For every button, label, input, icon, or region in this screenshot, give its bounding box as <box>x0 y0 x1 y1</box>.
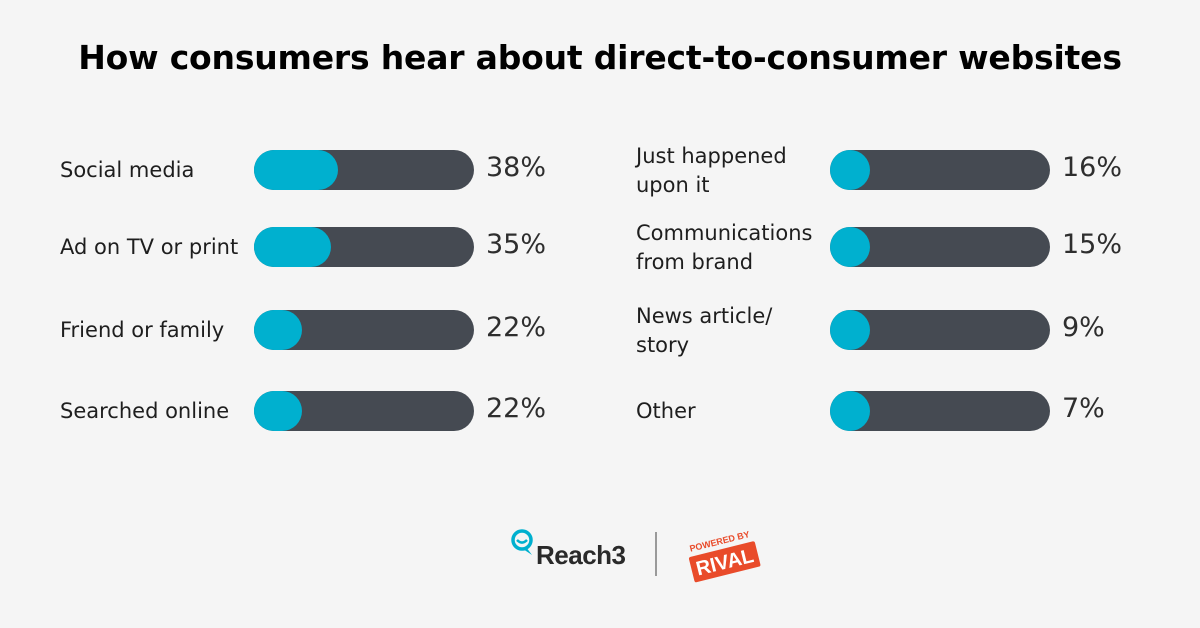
bar-fill <box>254 391 303 431</box>
bar-label: Other <box>636 399 696 423</box>
bar-label: Communications from brand <box>636 219 812 277</box>
bar-track <box>254 150 474 190</box>
bar-label: News article/story <box>636 302 772 360</box>
bar-fill <box>254 227 331 267</box>
bar-fill <box>254 150 338 190</box>
bar-fill <box>830 310 870 350</box>
bar-fill <box>830 391 870 431</box>
bar-track <box>830 391 1050 431</box>
bar-value-label: 35% <box>486 229 547 260</box>
bar-label-line: Communications <box>636 221 813 245</box>
chart-title: How consumers hear about direct-to-consu… <box>78 38 1122 77</box>
logo-divider <box>655 532 657 576</box>
bar-label-line: story <box>636 333 690 357</box>
bar-value-label: 22% <box>486 312 547 343</box>
bar-fill <box>830 150 870 190</box>
bar-track <box>830 310 1050 350</box>
bar-value-label: 7% <box>1062 393 1105 424</box>
bar-track <box>830 150 1050 190</box>
bar-value-label: 15% <box>1062 229 1123 260</box>
bar-label: Ad on TV or print <box>60 235 239 259</box>
bar-value-label: 38% <box>486 152 547 183</box>
bar-fill <box>830 227 870 267</box>
bar-value-label: 16% <box>1062 152 1123 183</box>
bar-label: Social media <box>60 158 195 182</box>
footer-logos: Reach3 POWERED BY RIVAL <box>0 526 1200 606</box>
bar-track <box>254 310 474 350</box>
bar-label-line: News article/ <box>636 304 773 328</box>
bar-track <box>254 227 474 267</box>
bar-label: Searched online <box>60 399 230 423</box>
bar-fill <box>254 310 303 350</box>
bar-value-label: 9% <box>1062 312 1105 343</box>
rival-logo-icon: POWERED BY RIVAL <box>689 529 761 583</box>
bar-label: Just happened upon it <box>636 142 787 200</box>
bar-label-line: from brand <box>636 250 754 274</box>
bar-label-line: upon it <box>636 173 710 197</box>
reach3-logo-icon <box>511 529 533 555</box>
bar-value-label: 22% <box>486 393 547 424</box>
bar-track <box>830 227 1050 267</box>
bar-label-line: Just happened <box>636 144 787 168</box>
reach3-logo-text: Reach3 <box>536 540 626 570</box>
bar-track <box>254 391 474 431</box>
bar-label: Friend or family <box>60 318 225 342</box>
